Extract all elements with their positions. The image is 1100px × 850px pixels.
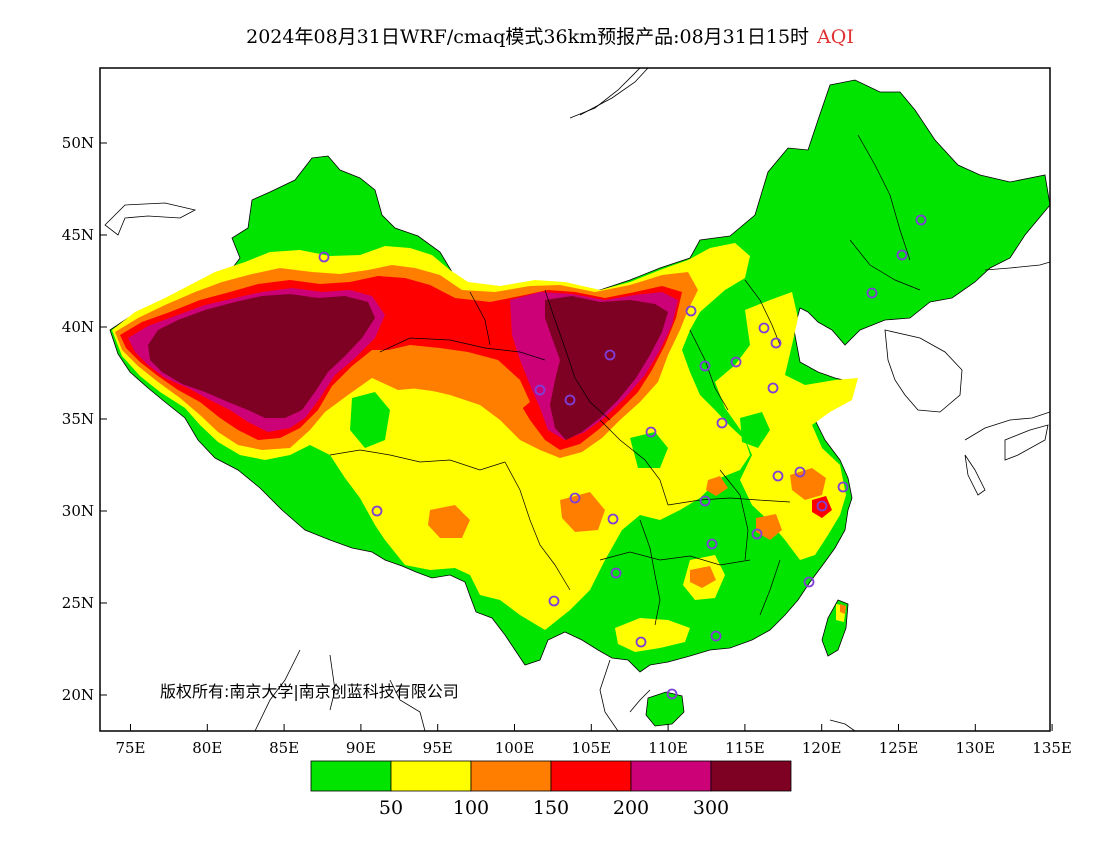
city-marker-changsha: [706, 538, 718, 550]
y-tick-label: 20N: [62, 686, 94, 704]
y-tick-label: 35N: [62, 410, 94, 428]
aqi-usg-qinghai: [375, 345, 530, 412]
x-tick-label: 115E: [725, 739, 765, 757]
city-marker-tianjin: [770, 337, 782, 349]
city-marker-nanchang: [751, 528, 763, 540]
x-tick-label: 120E: [802, 739, 842, 757]
city-marker-taiyuan: [699, 360, 711, 372]
city-marker-harbin: [915, 214, 927, 226]
legend-swatch: [390, 760, 472, 792]
city-marker-xining: [534, 384, 546, 396]
x-tick-label: 100E: [495, 739, 535, 757]
x-tick-label: 85E: [269, 739, 299, 757]
legend-swatch: [710, 760, 792, 792]
aqi-patch-shandong: [756, 514, 782, 540]
city-marker-chongqing: [607, 513, 619, 525]
legend-label: 150: [533, 797, 569, 819]
y-tick-label: 45N: [62, 226, 94, 244]
y-axis: 50N 45N 40N 35N 30N 25N 20N: [62, 134, 107, 704]
neighbor-borders: [104, 68, 1050, 731]
title-text: 2024年08月31日WRF/cmaq模式36km预报产品:08月31日15时: [246, 26, 810, 48]
x-tick-label: 135E: [1032, 739, 1072, 757]
aqi-patch-guangxi: [690, 566, 716, 588]
city-marker-zhengzhou: [716, 417, 728, 429]
y-tick-label: 40N: [62, 318, 94, 336]
city-marker-guangzhou: [710, 630, 722, 642]
city-marker-shenyang: [866, 287, 878, 299]
hainan-island: [645, 691, 685, 727]
city-marker-hangzhou: [816, 500, 828, 512]
city-marker-beijing: [758, 322, 770, 334]
aqi-good-patch-3: [740, 412, 770, 448]
copyright-text: 版权所有:南京大学|南京创蓝科技有限公司: [160, 682, 459, 701]
aqi-patch-jiangsu-red: [812, 496, 832, 518]
city-marker-hohhot: [685, 305, 697, 317]
city-marker-guiyang: [610, 567, 622, 579]
city-marker-nanning: [635, 636, 647, 648]
city-marker-chengdu: [569, 492, 581, 504]
aqi-good-patch-2: [630, 432, 668, 468]
x-tick-label: 130E: [956, 739, 996, 757]
x-tick-label: 95E: [423, 739, 453, 757]
legend-swatch: [630, 760, 712, 792]
map-layers: [104, 68, 1050, 731]
legend-swatch: [550, 760, 632, 792]
city-markers: [318, 214, 927, 700]
y-tick-label: 50N: [62, 134, 94, 152]
x-tick-label: 80E: [192, 739, 222, 757]
aqi-patch-sichuan: [560, 492, 605, 532]
city-marker-urumqi: [318, 251, 330, 263]
city-marker-xian: [645, 426, 657, 438]
aqi-good-patch-1: [350, 392, 390, 448]
x-tick-label: 90E: [346, 739, 376, 757]
taiwan-orange: [840, 604, 846, 614]
aqi-hazardous-gobi: [545, 296, 668, 440]
city-marker-hefei: [772, 470, 784, 482]
aqi-legend: 50 100 150 200 300: [310, 760, 792, 819]
city-marker-lhasa: [371, 505, 383, 517]
y-tick-label: 25N: [62, 594, 94, 612]
y-tick-label: 30N: [62, 502, 94, 520]
city-marker-lanzhou: [564, 394, 576, 406]
map-title: 2024年08月31日WRF/cmaq模式36km预报产品:08月31日15时 A…: [0, 22, 1100, 49]
aqi-patch-south-2: [615, 618, 690, 652]
legend-label: 300: [693, 797, 729, 819]
city-marker-fuzhou: [803, 576, 815, 588]
title-variable: AQI: [817, 26, 854, 48]
legend-swatch: [310, 760, 392, 792]
city-marker-changchun: [896, 249, 908, 261]
province-borders: [329, 134, 921, 626]
legend-label: 200: [613, 797, 649, 819]
city-marker-haikou: [666, 688, 678, 700]
x-tick-label: 125E: [879, 739, 919, 757]
x-tick-label: 105E: [572, 739, 612, 757]
city-marker-jinan: [767, 382, 779, 394]
x-tick-label: 110E: [648, 739, 688, 757]
city-marker-shanghai: [837, 481, 849, 493]
legend-label: 100: [453, 797, 489, 819]
map-frame: [99, 67, 1051, 732]
city-marker-wuhan: [699, 495, 711, 507]
city-marker-nanjing: [794, 466, 806, 478]
aqi-hazardous-taklimakan: [148, 294, 375, 418]
aqi-patch-henan: [706, 476, 728, 496]
city-marker-kunming: [548, 595, 560, 607]
city-marker-yinchuan: [604, 349, 616, 361]
city-marker-shijiazhuang: [730, 356, 742, 368]
aqi-patch-tibet: [428, 505, 470, 538]
x-tick-label: 75E: [115, 739, 145, 757]
legend-label: 50: [379, 797, 403, 819]
legend-swatch: [470, 760, 552, 792]
x-axis: 75E 80E 85E 90E 95E 100E 105E 110E 115E 120E 125E 1…: [115, 724, 1072, 757]
